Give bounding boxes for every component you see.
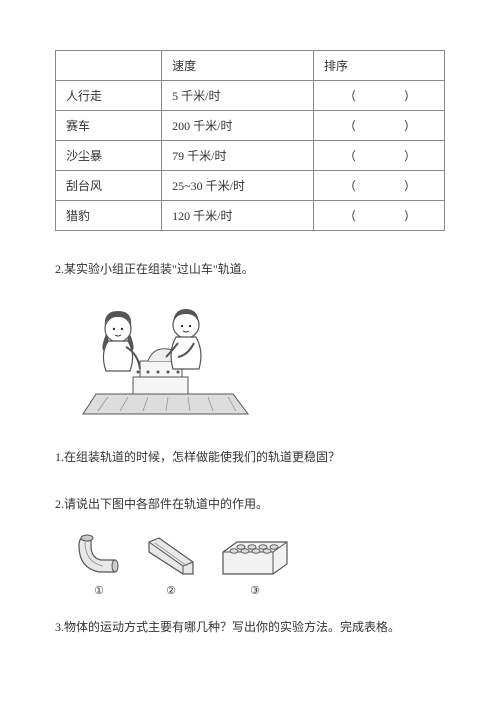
table-row: 猎豹 120 千米/时 （ ） [56, 201, 445, 231]
row-speed: 200 千米/时 [162, 111, 314, 141]
row-name: 赛车 [56, 111, 162, 141]
parts-illustration: ① ② ③ [75, 532, 445, 597]
table-row: 人行走 5 千米/时 （ ） [56, 81, 445, 111]
part-label-3: ③ [250, 584, 260, 597]
part-1: ① [75, 532, 123, 597]
table-row: 刮台风 25~30 千米/时 （ ） [56, 171, 445, 201]
row-blank: （ ） [313, 201, 444, 231]
table-row: 赛车 200 千米/时 （ ） [56, 111, 445, 141]
row-speed: 5 千米/时 [162, 81, 314, 111]
row-name: 人行走 [56, 81, 162, 111]
header-empty [56, 51, 162, 81]
question-3: 3.物体的运动方式主要有哪几种？写出你的实验方法。完成表格。 [55, 617, 445, 639]
speed-table: 速度 排序 人行走 5 千米/时 （ ） 赛车 200 千米/时 （ ） 沙尘暴… [55, 50, 445, 231]
sub-question-2: 2.请说出下图中各部件在轨道中的作用。 [55, 494, 445, 516]
part-2: ② [145, 534, 197, 597]
part-label-1: ① [94, 584, 104, 597]
curved-pipe-icon [75, 532, 123, 578]
question-2-intro: 2.某实验小组正在组装"过山车"轨道。 [55, 259, 445, 281]
row-blank: （ ） [313, 111, 444, 141]
ramp-piece-icon [145, 534, 197, 578]
table-header-row: 速度 排序 [56, 51, 445, 81]
brick-block-icon [219, 538, 291, 578]
sub-question-1: 1.在组装轨道的时候，怎样做能使我们的轨道更稳固？ [55, 447, 445, 469]
part-3: ③ [219, 538, 291, 597]
children-building-icon [78, 299, 253, 424]
row-blank: （ ） [313, 141, 444, 171]
assembly-illustration [75, 297, 255, 427]
row-speed: 25~30 千米/时 [162, 171, 314, 201]
part-label-2: ② [166, 584, 176, 597]
row-speed: 79 千米/时 [162, 141, 314, 171]
header-speed: 速度 [162, 51, 314, 81]
row-speed: 120 千米/时 [162, 201, 314, 231]
header-order: 排序 [313, 51, 444, 81]
row-name: 猎豹 [56, 201, 162, 231]
row-name: 沙尘暴 [56, 141, 162, 171]
row-blank: （ ） [313, 171, 444, 201]
row-name: 刮台风 [56, 171, 162, 201]
row-blank: （ ） [313, 81, 444, 111]
table-row: 沙尘暴 79 千米/时 （ ） [56, 141, 445, 171]
